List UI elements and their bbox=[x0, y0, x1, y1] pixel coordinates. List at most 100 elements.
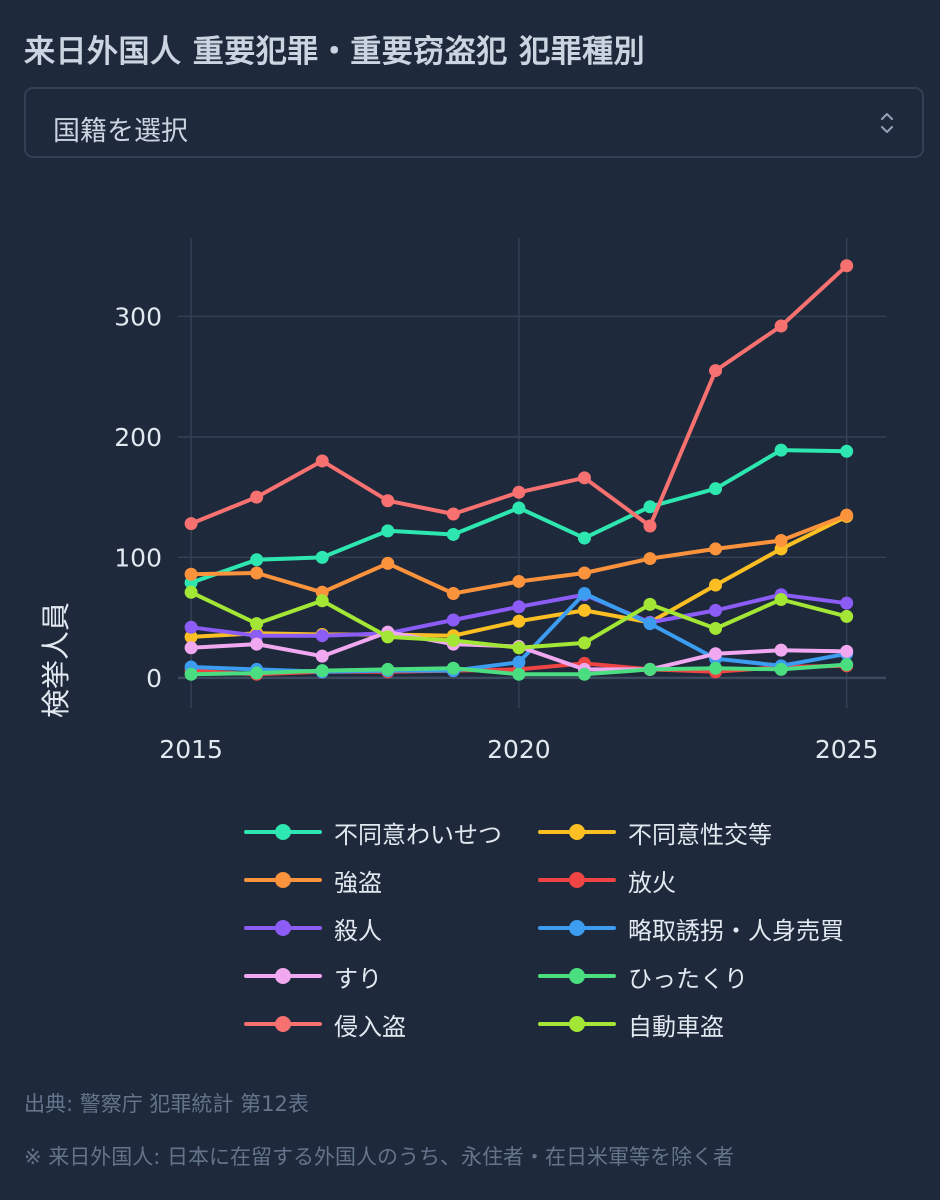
data-point[interactable] bbox=[840, 644, 854, 658]
data-point[interactable] bbox=[381, 556, 395, 570]
data-point[interactable] bbox=[315, 454, 329, 468]
data-point[interactable] bbox=[315, 550, 329, 564]
data-point[interactable] bbox=[381, 662, 395, 676]
data-point[interactable] bbox=[512, 574, 526, 588]
data-point[interactable] bbox=[381, 494, 395, 508]
y-tick-label: 100 bbox=[114, 543, 162, 572]
data-point[interactable] bbox=[446, 507, 460, 521]
data-point[interactable] bbox=[840, 508, 854, 522]
y-axis-label: 検挙人員 bbox=[39, 602, 73, 718]
data-point[interactable] bbox=[512, 667, 526, 681]
legend-swatch bbox=[244, 966, 322, 986]
legend-item[interactable]: 強盗 bbox=[244, 860, 524, 900]
data-point[interactable] bbox=[512, 614, 526, 628]
legend-item[interactable]: 不同意わいせつ bbox=[244, 812, 524, 852]
chart-ticks: 2015 2020 2025 0 100 200 300 bbox=[114, 302, 878, 760]
data-point[interactable] bbox=[643, 500, 657, 514]
legend-item[interactable]: 不同意性交等 bbox=[538, 812, 878, 852]
data-point[interactable] bbox=[840, 658, 854, 672]
data-point[interactable] bbox=[315, 649, 329, 663]
data-point[interactable] bbox=[709, 661, 723, 675]
data-point[interactable] bbox=[184, 630, 198, 644]
data-point[interactable] bbox=[643, 597, 657, 611]
data-point[interactable] bbox=[512, 641, 526, 655]
data-point[interactable] bbox=[709, 364, 723, 378]
data-point[interactable] bbox=[774, 533, 788, 547]
data-point[interactable] bbox=[709, 578, 723, 592]
data-point[interactable] bbox=[250, 637, 264, 651]
data-point[interactable] bbox=[381, 630, 395, 644]
data-point[interactable] bbox=[709, 603, 723, 617]
data-point[interactable] bbox=[840, 444, 854, 458]
data-point[interactable] bbox=[446, 613, 460, 627]
data-point[interactable] bbox=[643, 552, 657, 566]
line-chart: 2015 2020 2025 0 100 200 300 検挙人員 bbox=[39, 238, 886, 760]
data-point[interactable] bbox=[774, 643, 788, 657]
legend-swatch bbox=[538, 822, 616, 842]
data-point[interactable] bbox=[643, 519, 657, 533]
data-point[interactable] bbox=[577, 603, 591, 617]
data-point[interactable] bbox=[446, 527, 460, 541]
data-point[interactable] bbox=[250, 566, 264, 580]
legend-item[interactable]: 侵入盗 bbox=[244, 1004, 524, 1044]
data-point[interactable] bbox=[250, 666, 264, 680]
data-point[interactable] bbox=[184, 641, 198, 655]
data-point[interactable] bbox=[577, 471, 591, 485]
data-point[interactable] bbox=[250, 490, 264, 504]
data-point[interactable] bbox=[774, 319, 788, 333]
legend-label: 殺人 bbox=[334, 916, 382, 945]
data-point[interactable] bbox=[774, 593, 788, 607]
data-point[interactable] bbox=[577, 636, 591, 650]
data-point[interactable] bbox=[512, 600, 526, 614]
data-point[interactable] bbox=[446, 587, 460, 601]
data-point[interactable] bbox=[512, 485, 526, 499]
data-point[interactable] bbox=[381, 524, 395, 538]
definition-note: ※ 来日外国人: 日本に在留する外国人のうち、永住者・在日米軍等を除く者 bbox=[24, 1145, 735, 1169]
data-point[interactable] bbox=[840, 609, 854, 623]
legend-swatch bbox=[244, 870, 322, 890]
x-tick-label: 2025 bbox=[815, 735, 879, 760]
data-point[interactable] bbox=[315, 664, 329, 678]
data-point[interactable] bbox=[709, 482, 723, 496]
data-point[interactable] bbox=[577, 531, 591, 545]
data-point[interactable] bbox=[840, 259, 854, 273]
data-point[interactable] bbox=[577, 587, 591, 601]
data-point[interactable] bbox=[250, 617, 264, 631]
data-point[interactable] bbox=[643, 662, 657, 676]
legend-item[interactable]: 自動車盗 bbox=[538, 1004, 878, 1044]
legend-label: 強盗 bbox=[334, 868, 382, 897]
data-point[interactable] bbox=[709, 647, 723, 661]
data-point[interactable] bbox=[184, 667, 198, 681]
data-point[interactable] bbox=[315, 629, 329, 643]
legend-label: すり bbox=[334, 964, 382, 993]
data-point[interactable] bbox=[643, 617, 657, 631]
data-point[interactable] bbox=[512, 501, 526, 515]
data-point[interactable] bbox=[184, 567, 198, 581]
data-point[interactable] bbox=[250, 553, 264, 567]
legend-swatch bbox=[538, 918, 616, 938]
data-point[interactable] bbox=[577, 566, 591, 580]
data-point[interactable] bbox=[840, 596, 854, 610]
nationality-select[interactable]: 国籍を選択 bbox=[24, 87, 924, 158]
data-point[interactable] bbox=[184, 620, 198, 634]
data-point[interactable] bbox=[446, 634, 460, 648]
data-point[interactable] bbox=[774, 662, 788, 676]
data-point[interactable] bbox=[709, 621, 723, 635]
legend-label: 侵入盗 bbox=[334, 1012, 406, 1041]
page-title: 来日外国人 重要犯罪・重要窃盗犯 犯罪種別 bbox=[24, 34, 646, 70]
data-point[interactable] bbox=[315, 594, 329, 608]
legend-item[interactable]: 放火 bbox=[538, 860, 878, 900]
data-point[interactable] bbox=[446, 661, 460, 675]
legend-item[interactable]: 殺人 bbox=[244, 908, 524, 948]
data-point[interactable] bbox=[709, 542, 723, 556]
legend-label: 不同意性交等 bbox=[628, 820, 772, 849]
data-point[interactable] bbox=[512, 655, 526, 669]
data-point[interactable] bbox=[774, 443, 788, 457]
data-point[interactable] bbox=[184, 517, 198, 531]
data-point[interactable] bbox=[184, 585, 198, 599]
legend-item[interactable]: 略取誘拐・人身売買 bbox=[538, 908, 878, 948]
legend-item[interactable]: ひったくり bbox=[538, 956, 878, 996]
legend-item[interactable]: すり bbox=[244, 956, 524, 996]
data-point[interactable] bbox=[577, 667, 591, 681]
